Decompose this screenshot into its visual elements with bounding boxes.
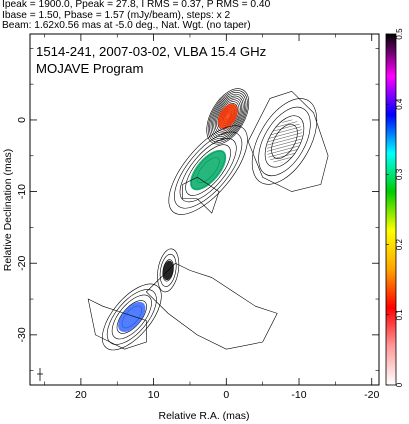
x-axis-label: Relative R.A. (mas) (158, 410, 249, 422)
polarization-fill (118, 301, 146, 333)
extended-emission-contour (87, 298, 147, 350)
y-axis-label: Relative Declination (mas) (2, 149, 14, 272)
beam-marker (37, 368, 43, 381)
header-line-1: Ipeak = 1900.0, Ppeak = 27.8, I RMS = 0.… (2, 0, 271, 10)
header-line-2: Ibase = 1.50, Pbase = 1.57 (mJy/beam), s… (2, 9, 231, 21)
contour-inner-jet (168, 125, 248, 215)
contour-line (159, 253, 177, 287)
colorbar-ticks: 0 0.1 0.2 0.3 0.4 0.5 (386, 28, 404, 387)
contour-line (251, 98, 318, 185)
y-tick-label: -20 (16, 255, 28, 270)
extended-emission-contour (145, 262, 278, 350)
axis-ticks: 20 10 0 -10 -20 0 -10 -20 -30 (16, 34, 379, 401)
x-tick-label: 10 (148, 389, 160, 401)
colorbar-tick-label: 0.3 (395, 168, 404, 180)
x-tick-label: 0 (223, 389, 229, 401)
header-line-3: Beam: 1.62x0.56 mas at -5.0 deg., Nat. W… (2, 20, 251, 31)
contour-line (174, 131, 243, 209)
contour-line (168, 125, 248, 215)
contour-line (212, 95, 244, 138)
colorbar-tick-label: 0.1 (395, 309, 404, 321)
colorbar-tick-label: 0 (395, 382, 404, 387)
colorbar-tick-label: 0.5 (395, 28, 404, 40)
contour-line (111, 294, 152, 340)
x-tick-label: 20 (75, 389, 87, 401)
contour-line (213, 97, 243, 136)
contour-line (179, 138, 237, 203)
chart-title: 1514-241, 2007-03-02, VLBA 15.4 GHz (36, 44, 266, 59)
contour-line (214, 99, 241, 134)
plot-frame (29, 33, 380, 386)
contour-layer (87, 88, 329, 351)
contour-line (209, 92, 247, 141)
chart-subtitle: MOJAVE Program (36, 61, 143, 76)
y-tick-label: 0 (16, 117, 28, 123)
hatched-region (266, 119, 303, 164)
colorbar-tick-label: 0.2 (395, 238, 404, 250)
y-tick-label: -10 (16, 184, 28, 199)
colorbar-tick-label: 0.4 (395, 98, 404, 110)
contour-line (206, 88, 250, 145)
contour-line (207, 90, 248, 143)
polarization-fill (217, 103, 238, 129)
extended-emission-contour (182, 176, 220, 214)
header-info: Ipeak = 1900.0, Ppeak = 27.8, I RMS = 0.… (2, 0, 407, 32)
contour-line (185, 144, 231, 196)
x-tick-label: -10 (291, 389, 306, 401)
extended-emission-contour (247, 90, 329, 192)
contour-core (206, 88, 250, 145)
contour-line (157, 248, 180, 293)
y-tick-label: -30 (16, 327, 28, 342)
colorbar (385, 33, 397, 386)
x-tick-label: -20 (364, 389, 379, 401)
polarization-fill (190, 149, 227, 191)
contour-line (258, 106, 311, 177)
contour-counter-jet-region (251, 98, 318, 185)
